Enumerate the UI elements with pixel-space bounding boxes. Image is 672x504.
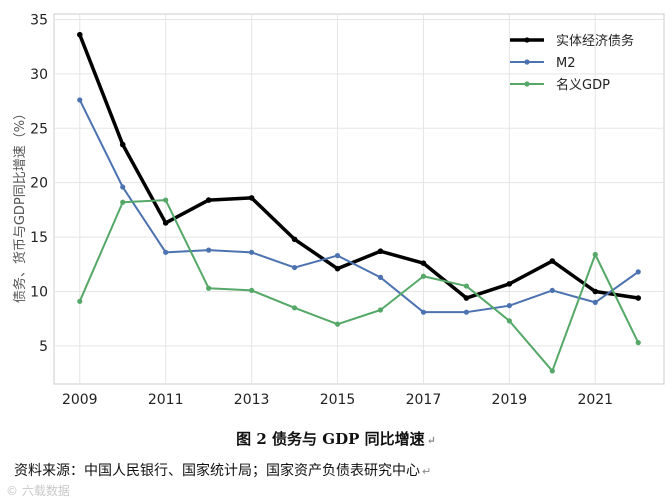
series-3 (77, 197, 641, 374)
data-point (549, 258, 556, 264)
data-point (163, 249, 169, 255)
data-point (120, 184, 126, 190)
data-point (635, 295, 642, 301)
y-tick-label: 20 (30, 176, 48, 192)
paragraph-mark: ↵ (422, 465, 432, 478)
legend-item: 实体经济债务 (510, 33, 634, 49)
data-point (334, 252, 341, 259)
series-line (78, 34, 639, 300)
data-point (635, 269, 641, 275)
x-axis-ticks: 2009 2011 2013 2015 2017 2019 2021 (62, 392, 613, 408)
data-point (549, 287, 555, 294)
y-tick-label: 10 (30, 285, 48, 301)
y-tick-label: 30 (30, 67, 48, 83)
data-point (377, 307, 384, 313)
data-point (120, 199, 126, 205)
data-point (206, 247, 212, 253)
data-point (635, 340, 641, 346)
data-point (291, 236, 298, 243)
data-point (77, 298, 83, 304)
watermark: © 六载数据 (6, 484, 70, 498)
data-point (420, 273, 427, 279)
figure-caption: 图 2 债务与 GDP 同比增速 ↵ (0, 428, 672, 449)
data-point (463, 309, 469, 315)
series-layer (76, 31, 642, 374)
legend-item: M2 (510, 56, 576, 71)
data-point (119, 141, 126, 148)
data-point (420, 309, 427, 315)
data-point (506, 303, 512, 309)
y-tick-label: 35 (30, 12, 48, 28)
data-point (592, 288, 599, 295)
series-line (78, 199, 640, 372)
data-point (334, 321, 341, 327)
data-point (334, 265, 341, 272)
data-point (205, 197, 212, 203)
legend-swatch-marker (524, 37, 530, 43)
x-tick-label: 2019 (492, 392, 528, 408)
data-point (248, 195, 255, 201)
data-point (77, 97, 83, 103)
legend-swatch-marker (524, 59, 530, 65)
x-tick-label: 2017 (406, 392, 442, 408)
source-text: 资料来源：中国人民银行、国家统计局；国家资产负债表研究中心 (14, 463, 420, 479)
data-point (162, 220, 169, 226)
series-2 (77, 97, 641, 315)
data-point (549, 368, 555, 374)
series-line (78, 99, 639, 314)
x-tick-label: 2011 (148, 392, 184, 408)
data-point (463, 283, 469, 289)
legend-item: 名义GDP (510, 77, 610, 93)
legend-label: 实体经济债务 (556, 33, 634, 49)
y-axis-ticks: 5 10 15 20 25 30 35 (30, 12, 48, 354)
data-point (249, 249, 255, 255)
legend: 实体经济债务 M2 名义GDP (510, 33, 634, 93)
y-tick-label: 15 (30, 230, 48, 246)
x-tick-label: 2013 (234, 392, 270, 408)
data-point (463, 295, 470, 301)
x-tick-label: 2015 (320, 392, 356, 408)
legend-label: M2 (556, 56, 576, 71)
data-point (506, 281, 513, 287)
data-point (206, 285, 212, 291)
data-point (291, 305, 298, 311)
data-point (420, 260, 427, 267)
x-tick-label: 2009 (62, 392, 98, 408)
data-point (163, 197, 169, 203)
paragraph-mark: ↵ (426, 434, 436, 447)
x-tick-label: 2021 (577, 392, 613, 408)
data-point (291, 264, 298, 271)
data-point (506, 318, 512, 324)
data-point (592, 299, 598, 305)
y-axis-label: 债务、货币与GDP同比增速（%） (12, 107, 28, 303)
source-note: 资料来源：中国人民银行、国家统计局；国家资产负债表研究中心 ↵ (14, 460, 431, 480)
legend-swatch-marker (524, 81, 530, 87)
data-point (249, 287, 255, 294)
data-point (592, 251, 598, 258)
y-tick-label: 5 (39, 339, 48, 355)
y-tick-label: 25 (30, 121, 48, 137)
data-point (377, 248, 384, 255)
caption-text: 图 2 债务与 GDP 同比增速 (236, 430, 425, 448)
data-point (377, 274, 384, 280)
data-point (76, 31, 83, 38)
plot-background (53, 13, 665, 385)
series-1 (76, 31, 642, 301)
legend-label: 名义GDP (556, 77, 610, 93)
